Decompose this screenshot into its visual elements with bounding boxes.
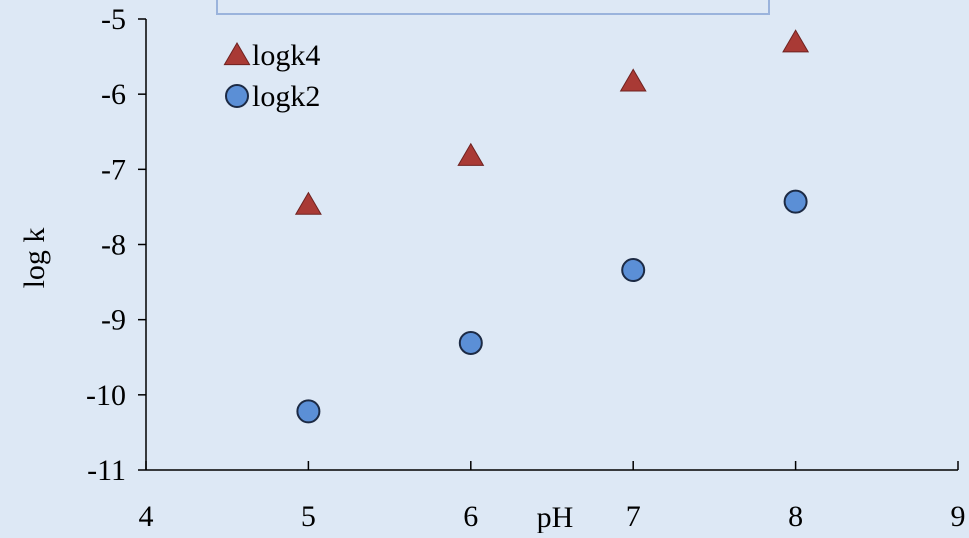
y-tick-label: -10 xyxy=(86,379,126,412)
x-tick-label: 9 xyxy=(951,500,966,533)
logk4-point xyxy=(782,29,810,53)
logk2-point xyxy=(458,330,483,355)
logk2-point xyxy=(783,189,808,214)
legend-label-logk4: logk4 xyxy=(252,39,320,72)
y-tick-label: -7 xyxy=(101,153,126,186)
logk4-point xyxy=(294,191,322,215)
x-tick-label: 8 xyxy=(788,500,803,533)
ticks: 4 5 6 7 8 9 -11 -10 -9 -8 -7 -6 -5 xyxy=(86,3,966,533)
legend-marker-logk4 xyxy=(223,42,251,66)
legend: logk4 logk2 xyxy=(223,39,320,113)
y-tick-label: -5 xyxy=(101,3,126,36)
x-tick-label: 5 xyxy=(301,500,316,533)
legend-label-logk2: logk2 xyxy=(252,80,320,113)
y-axis-label: log k xyxy=(18,228,51,289)
y-tick-label: -8 xyxy=(101,229,126,262)
decorative-box-outline xyxy=(216,0,770,15)
y-tick-label: -9 xyxy=(101,304,126,337)
x-tick-label: 7 xyxy=(626,500,641,533)
data-points xyxy=(294,29,810,424)
x-tick-label: 6 xyxy=(463,500,478,533)
logk4-point xyxy=(619,68,647,92)
x-axis-label: pH xyxy=(537,501,574,533)
logk2-point xyxy=(621,258,646,283)
y-tick-label: -6 xyxy=(101,78,126,111)
y-tick-label: -11 xyxy=(87,454,126,487)
logk2-point xyxy=(296,399,321,424)
logk4-point xyxy=(457,142,485,166)
legend-marker-logk2 xyxy=(225,84,249,108)
x-tick-label: 4 xyxy=(139,500,154,533)
